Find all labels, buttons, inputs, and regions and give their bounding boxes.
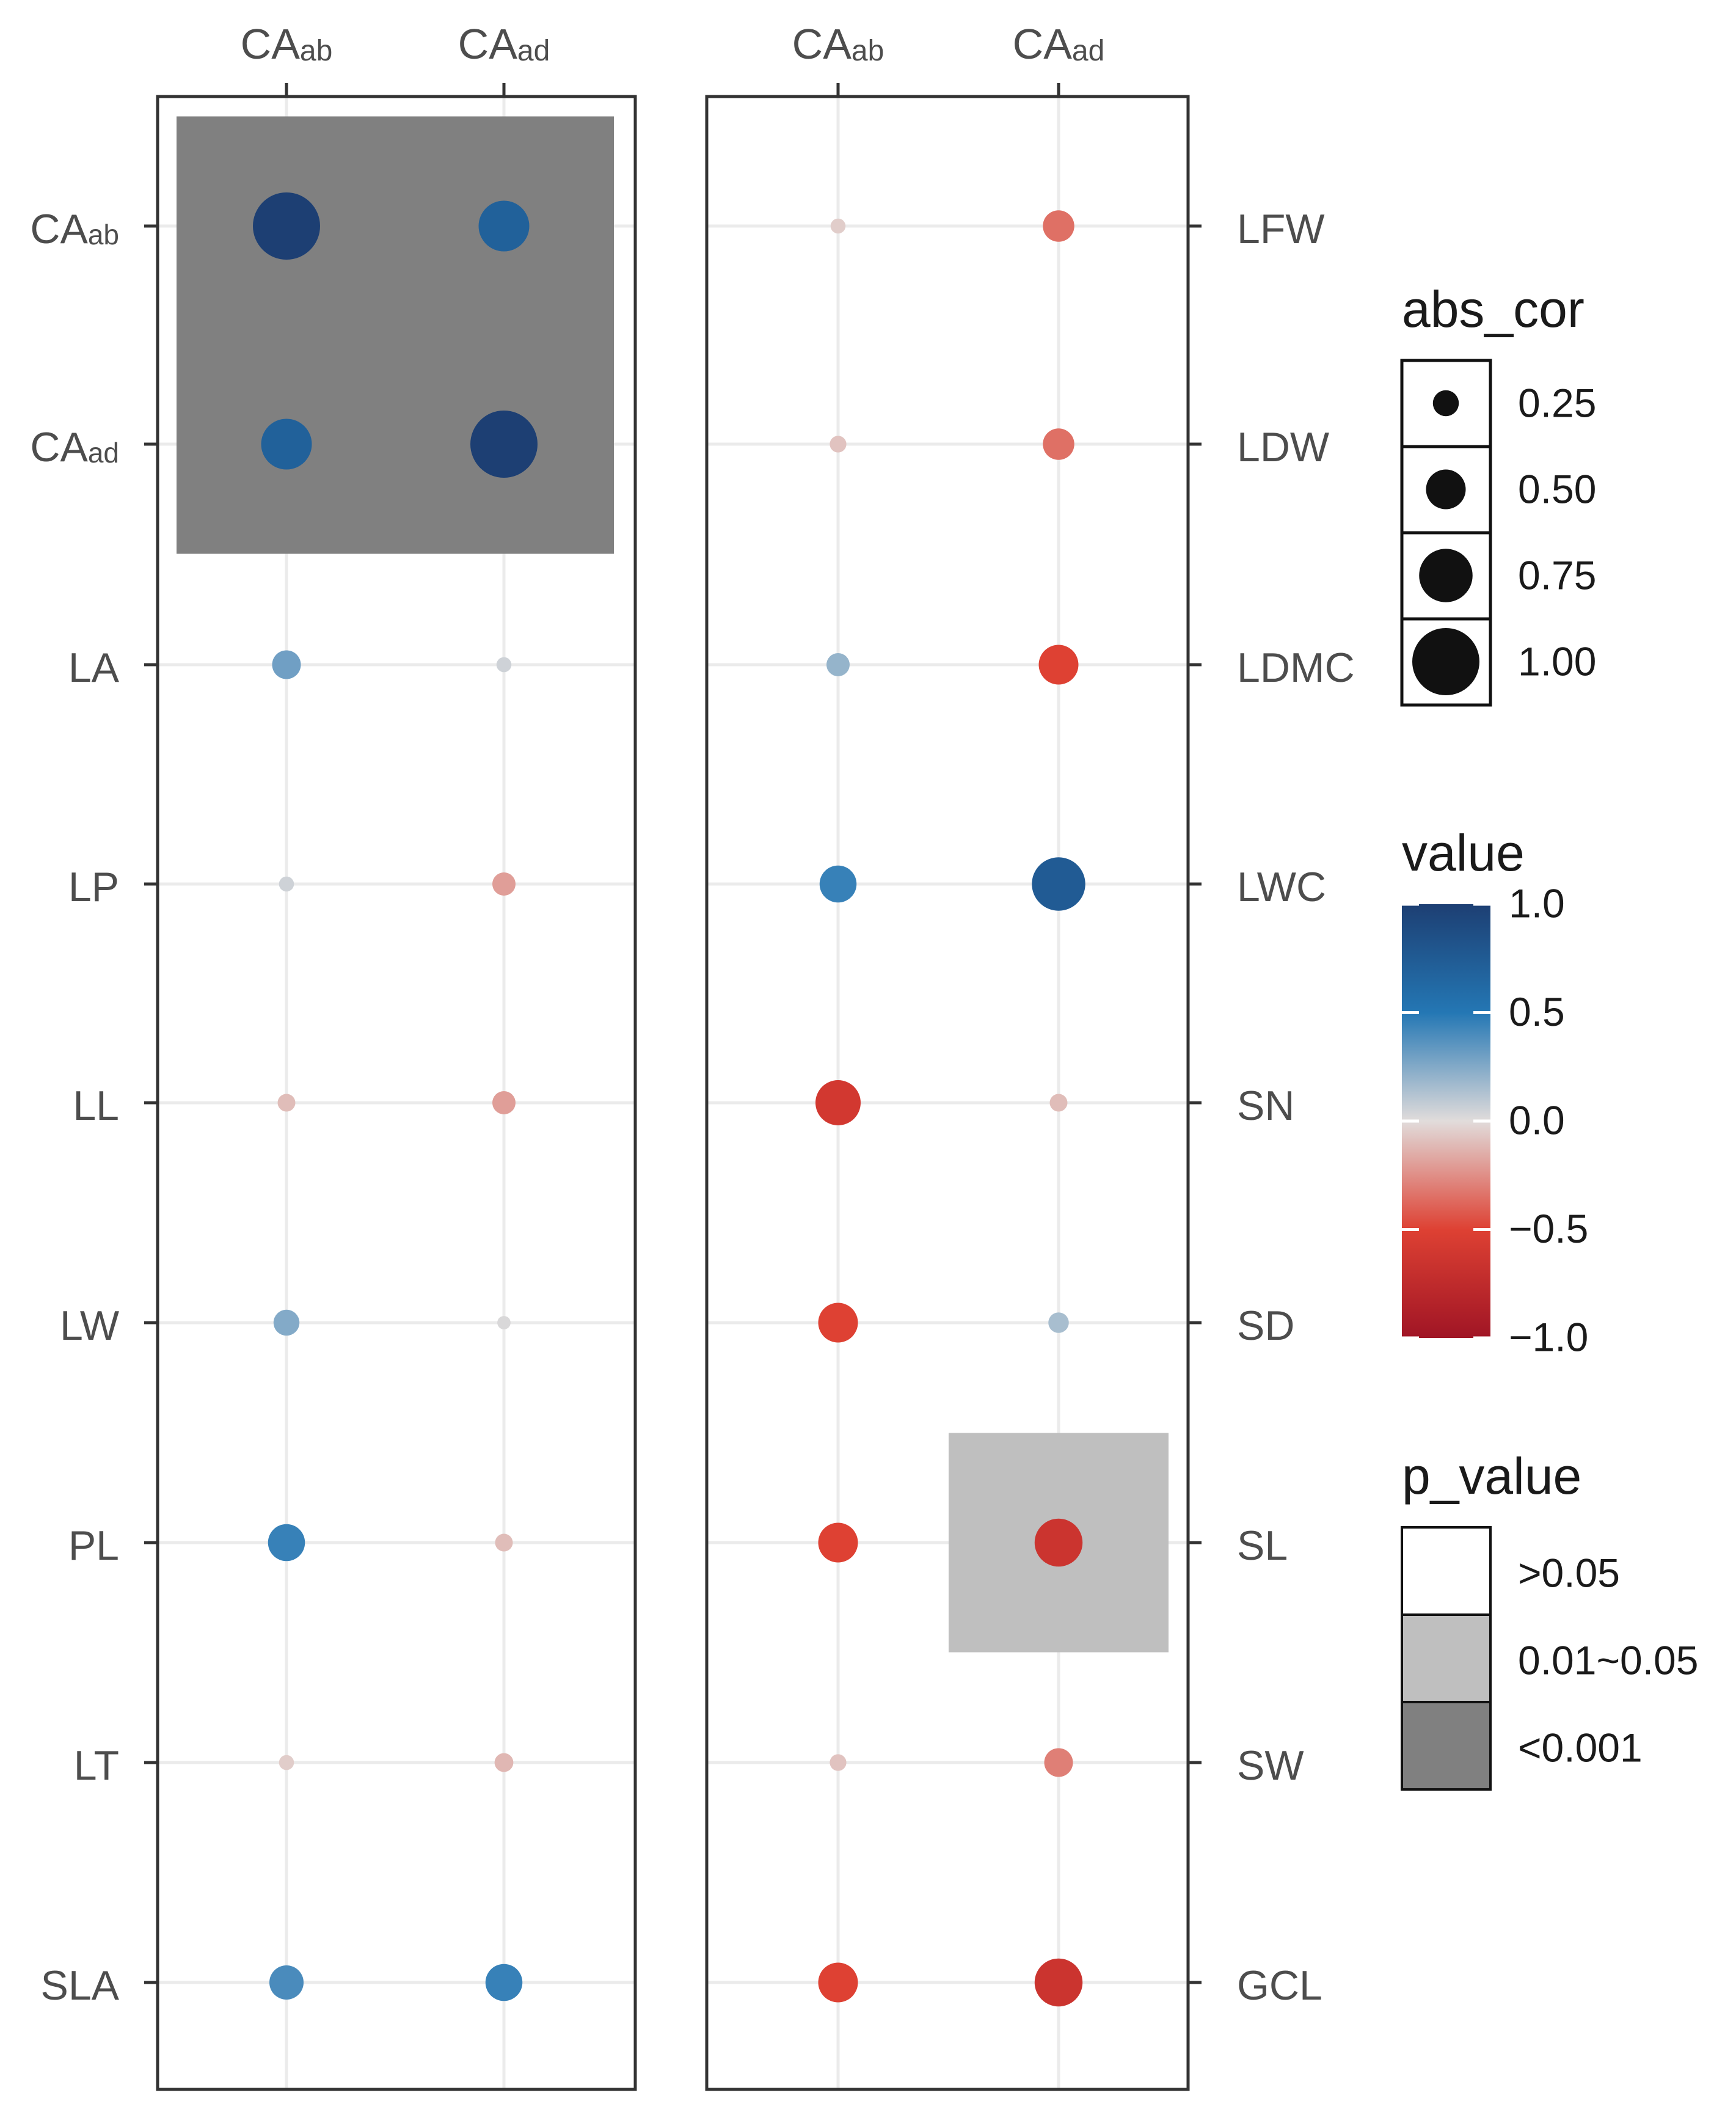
correlation-point <box>485 1964 523 2001</box>
legend-size-dot <box>1412 628 1479 695</box>
correlation-point <box>830 436 847 453</box>
correlation-point <box>478 200 530 252</box>
correlation-point <box>1043 210 1074 242</box>
panels: CAab CAad CAab CAad LA LP LL LW PL LT SLA CAab CAad L… <box>30 20 1355 2091</box>
correlation-point <box>1034 1518 1083 1567</box>
y-tick-label: LL <box>73 1083 119 1129</box>
correlation-point <box>279 1755 294 1770</box>
correlation-point <box>818 1303 858 1343</box>
y-tick-label: LDW <box>1237 424 1329 470</box>
correlation-point <box>494 1753 514 1772</box>
legend-size-key <box>1400 531 1492 621</box>
legend-color-tick-label: 1.0 <box>1509 880 1565 926</box>
y-tick-label: SW <box>1237 1742 1304 1789</box>
correlation-point <box>272 650 301 679</box>
correlation-point <box>492 872 516 896</box>
legend-color-tick-label: −1.0 <box>1509 1314 1588 1359</box>
correlation-point <box>1044 1748 1073 1777</box>
correlation-point <box>826 653 850 676</box>
y-tick-label: LT <box>74 1742 119 1789</box>
legend-size-dot <box>1432 390 1459 417</box>
y-tick-label: CAad <box>30 424 119 470</box>
x-tick-label: CAab <box>241 20 333 68</box>
legend-p-value-title: p_value <box>1402 1447 1581 1505</box>
x-tick-label: CAad <box>1013 20 1105 68</box>
correlation-point <box>253 192 320 260</box>
correlation-point <box>818 1962 858 2003</box>
y-tick-label: LDMC <box>1237 645 1355 691</box>
legend-size: abs_cor 0.25 0.50 0.75 1.00 <box>1400 280 1596 707</box>
legend-p-value-label: 0.01~0.05 <box>1518 1637 1698 1683</box>
panel-1: CAab CAad CAab CAad LA LP LL LW PL LT SLA <box>30 20 637 2091</box>
y-tick-label: SLA <box>40 1962 119 2009</box>
correlation-point <box>1038 645 1079 685</box>
y-tick-label: LW <box>60 1303 119 1349</box>
correlation-point <box>1043 428 1074 460</box>
correlation-point <box>819 865 857 903</box>
correlation-point <box>273 1309 300 1336</box>
legend-size-label: 0.75 <box>1518 552 1596 597</box>
correlation-point <box>277 1094 296 1112</box>
legend-size-dot <box>1426 469 1466 510</box>
legend-color-tick-label: 0.5 <box>1509 989 1565 1034</box>
legend-size-dot <box>1419 549 1473 602</box>
legend-size-label: 0.25 <box>1518 380 1596 425</box>
correlation-point <box>830 1754 847 1771</box>
y-tick-label: SN <box>1237 1083 1294 1129</box>
y-tick-label: SD <box>1237 1303 1294 1349</box>
correlation-point <box>1048 1312 1069 1333</box>
x-tick-label: CAab <box>792 20 884 68</box>
legend-p-value: p_value >0.05 0.01~0.05 <0.001 <box>1401 1447 1698 1791</box>
correlation-point <box>1049 1094 1068 1112</box>
panel-border <box>156 95 637 2091</box>
legend-p-value-label: <0.001 <box>1518 1725 1643 1770</box>
correlation-point <box>1032 857 1085 911</box>
correlation-point <box>268 1524 305 1562</box>
correlation-point <box>279 876 294 892</box>
correlation-point <box>496 657 512 673</box>
y-tick-label: SL <box>1237 1522 1288 1569</box>
y-tick-label: LA <box>68 645 120 691</box>
legend-size-label: 1.00 <box>1518 638 1596 684</box>
correlation-point <box>497 1316 511 1329</box>
y-tick-label: LWC <box>1237 864 1326 910</box>
correlation-point <box>1034 1958 1083 2007</box>
y-tick-label: LP <box>68 864 119 910</box>
correlation-point <box>261 418 312 470</box>
legend-size-title: abs_cor <box>1402 280 1585 338</box>
legend-size-label: 0.50 <box>1518 466 1596 511</box>
legend-p-value-label: >0.05 <box>1518 1550 1620 1595</box>
correlation-point <box>815 1080 861 1125</box>
y-tick-label: GCL <box>1237 1962 1322 2009</box>
y-tick-label: CAab <box>30 206 119 252</box>
correlation-point <box>269 1965 304 2000</box>
legend-p-value-key <box>1401 1613 1492 1703</box>
correlation-point <box>830 218 846 234</box>
legend-color-tick-label: −0.5 <box>1509 1206 1588 1251</box>
correlation-point <box>495 1533 513 1552</box>
legend-p-value-key <box>1401 1526 1492 1616</box>
legend-p-value-key <box>1401 1701 1492 1791</box>
legend-color-title: value <box>1402 824 1525 882</box>
panel-2: CAab CAad LFW LDW LDMC LWC SN SD SL SW GCL <box>705 20 1355 2091</box>
correlation-point <box>818 1522 858 1563</box>
x-tick-label: CAad <box>458 20 550 68</box>
correlation-point <box>470 411 538 478</box>
y-tick-label: PL <box>68 1522 119 1569</box>
panel-border <box>705 95 1190 2091</box>
correlation-point <box>492 1091 516 1114</box>
y-tick-label: LFW <box>1237 206 1325 252</box>
legend-color-tick-label: 0.0 <box>1509 1097 1565 1142</box>
